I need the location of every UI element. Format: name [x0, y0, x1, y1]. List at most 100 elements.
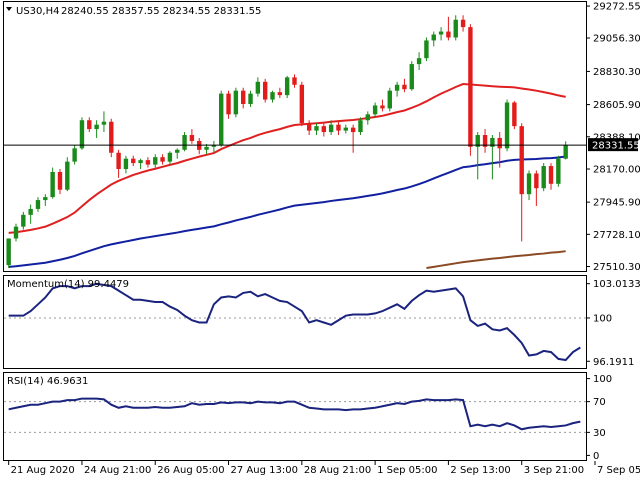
candle [72, 145, 77, 165]
dropdown-triangle-icon[interactable] [6, 7, 12, 11]
rsi-gridlines [4, 401, 586, 433]
candle-body-bear [109, 121, 114, 153]
momentum-line [8, 282, 581, 362]
candle [292, 74, 297, 88]
candle [270, 90, 275, 103]
candle-body-bull [6, 238, 11, 266]
momentum-pane: 103.0133 100 96.1911 Momentum(14) 99.4479 [3, 275, 640, 369]
price-tick-label: 28388.10 [593, 132, 640, 143]
candle [182, 132, 187, 152]
candle-body-bull [79, 120, 85, 149]
time-tick-label: 2 Sep 13:00 [450, 465, 510, 476]
candle-body-bull [175, 149, 180, 153]
candle-body-bear [189, 135, 195, 141]
candle-body-bear [321, 126, 327, 133]
candle [475, 132, 480, 180]
candle [548, 163, 554, 190]
candle [431, 31, 436, 47]
candle-body-bear [262, 81, 268, 100]
candle [145, 157, 151, 168]
candle [372, 102, 378, 118]
candle-body-bull [233, 90, 239, 115]
candle-body-bull [372, 105, 378, 115]
candle-body-bull [65, 161, 70, 190]
candle-body-bear [380, 105, 385, 109]
ema-brown-line [426, 250, 566, 270]
candle [109, 118, 114, 158]
candle-body-bull [13, 226, 19, 239]
rsi-tick-label: 70 [593, 397, 606, 408]
candle-body-bear [336, 124, 341, 131]
candle [277, 87, 283, 99]
candle-body-bull [270, 92, 275, 100]
candle [556, 155, 561, 187]
candle-body-bull [248, 93, 253, 104]
candle [226, 90, 231, 119]
candle [167, 151, 173, 165]
ema-blue-line [8, 155, 566, 268]
candle [79, 117, 85, 150]
candle-body-bull [182, 135, 187, 150]
candle-body-bull [50, 171, 55, 198]
candle-body-bull [438, 31, 444, 35]
candle [87, 117, 92, 133]
candle [50, 167, 55, 199]
candle-body-bull [556, 158, 561, 184]
candle [416, 52, 422, 70]
candle [402, 78, 407, 93]
candle [6, 238, 11, 269]
candle [219, 90, 224, 147]
candle [519, 123, 524, 242]
candle [197, 137, 202, 155]
chart-header: US30,H4 28240.55 28357.55 28234.55 28331… [6, 6, 261, 17]
candle [350, 124, 356, 153]
candle [358, 117, 363, 136]
candle-body-bear [468, 27, 473, 147]
candle-body-bull [28, 208, 33, 215]
candle [233, 87, 239, 118]
candle [336, 121, 341, 136]
time-tick-label: 28 Aug 21:00 [304, 465, 371, 476]
candle-body-bear [402, 84, 407, 90]
time-axis: 21 Aug 2020 24 Aug 21:00 26 Aug 05:00 27 Au… [8, 461, 640, 476]
candle-body-bull [475, 135, 480, 147]
candle-body-bull [409, 64, 414, 90]
candle [57, 169, 63, 195]
rsi-axis: 100 70 30 0 [586, 374, 612, 462]
rsi-title: RSI(14) 46.9631 [7, 376, 88, 387]
candle-body-bull [167, 152, 173, 162]
candle-body-bear [512, 102, 517, 127]
candle [189, 129, 195, 144]
candle [468, 24, 473, 156]
candle-body-bull [255, 81, 261, 94]
candle-body-bull [453, 19, 458, 38]
candle-body-bull [284, 77, 290, 96]
candle-body-bear [350, 127, 356, 133]
candle-body-bull [21, 214, 26, 227]
candle-body-bear [145, 160, 151, 165]
candle [365, 111, 370, 125]
candle [131, 155, 136, 167]
candle-body-bull [541, 166, 546, 189]
candle [504, 99, 510, 152]
time-tick-label: 27 Aug 13:00 [231, 465, 298, 476]
rsi-tick-label: 100 [593, 374, 612, 385]
candle-body-bull [424, 40, 429, 59]
candle [153, 154, 158, 168]
candle-body-bear [277, 92, 283, 96]
candle-body-bear [292, 77, 297, 85]
candle-body-bear [116, 152, 121, 170]
candle-body-bear [497, 137, 502, 149]
price-tick-label: 28830.30 [593, 67, 640, 78]
candle [387, 87, 392, 112]
candle [409, 61, 414, 91]
candle [460, 15, 466, 32]
price-tick-label: 29056.30 [593, 34, 640, 45]
candle [211, 140, 217, 153]
momentum-title: Momentum(14) 99.4479 [7, 279, 129, 290]
candle-body-bull [123, 158, 129, 170]
price-pane: 29272.55 29056.30 28830.30 28605.90 28388.10… [3, 1, 640, 273]
time-tick-label: 3 Sep 21:00 [524, 465, 584, 476]
candle-body-bull [314, 126, 319, 131]
